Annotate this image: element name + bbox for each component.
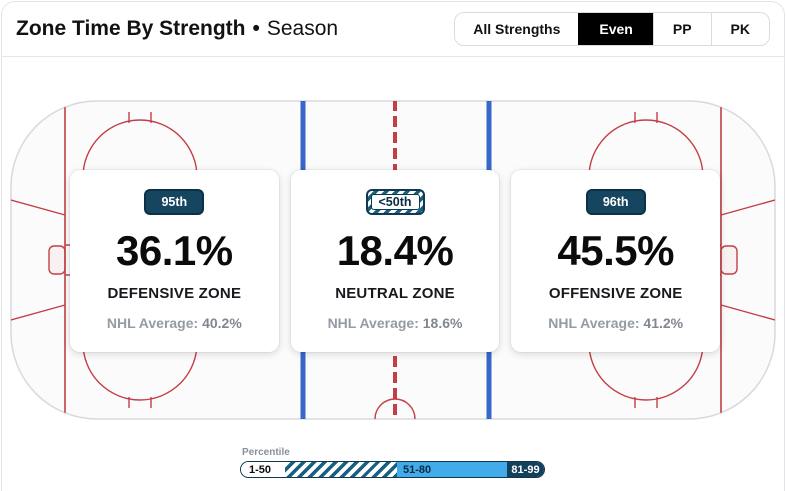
- neutral-zone-value: 18.4%: [336, 227, 454, 274]
- widget-header: Zone Time By Strength • Season All Strengt…: [1, 1, 785, 57]
- defensive-zone-nhl-average: NHL Average: 40.2%: [70, 315, 279, 331]
- percentile-badge-defensive: 95th: [144, 189, 205, 215]
- avg-label: NHL Average:: [327, 315, 419, 331]
- offensive-zone-nhl-average: NHL Average: 41.2%: [511, 315, 720, 331]
- goal-frame-right: [720, 245, 738, 275]
- offensive-zone-label: OFFENSIVE ZONE: [548, 285, 683, 302]
- legend-segment-1-50: 1-50: [241, 462, 285, 477]
- neutral-zone-nhl-average: NHL Average: 18.6%: [291, 315, 500, 331]
- offensive-zone-value: 45.5%: [557, 227, 674, 274]
- title-season: Season: [266, 16, 339, 40]
- legend-segment-hatch: [285, 462, 397, 477]
- tab-pp[interactable]: PP: [652, 12, 711, 45]
- defensive-zone-card: 95th 36.1% DEFENSIVE ZONE NHL Average: 4…: [70, 170, 279, 352]
- defensive-zone-label: DEFENSIVE ZONE: [107, 285, 242, 302]
- percentile-badge-neutral-label: <50th: [370, 194, 420, 210]
- percentile-badge-neutral: <50th: [365, 189, 425, 215]
- zone-cards-row: 95th 36.1% DEFENSIVE ZONE NHL Average: 4…: [70, 170, 721, 352]
- tab-even[interactable]: Even: [578, 12, 653, 45]
- legend-segment-81-99: 81-99: [507, 462, 544, 477]
- legend-segment-51-80: 51-80: [397, 462, 507, 477]
- percentile-legend-bar: 1-50 51-80 81-99: [240, 461, 545, 478]
- defensive-zone-value: 36.1%: [116, 227, 233, 274]
- page-title: Zone Time By Strength • Season: [16, 17, 338, 41]
- percentile-badge-offensive: 96th: [585, 189, 646, 215]
- percentile-legend: Percentile 1-50 51-80 81-99: [240, 447, 545, 478]
- tab-pk[interactable]: PK: [710, 12, 769, 45]
- title-separator: •: [252, 16, 260, 40]
- avg-value: 41.2%: [643, 315, 684, 331]
- offensive-zone-card: 96th 45.5% OFFENSIVE ZONE NHL Average: 4…: [511, 170, 721, 352]
- avg-label: NHL Average:: [548, 315, 640, 331]
- goalie-trapezoid-lines: [11, 199, 775, 321]
- neutral-zone-label: NEUTRAL ZONE: [335, 285, 455, 302]
- avg-label: NHL Average:: [106, 315, 199, 331]
- neutral-zone-card: <50th 18.4% NEUTRAL ZONE NHL Average: 18…: [290, 170, 500, 352]
- avg-value: 18.6%: [422, 315, 463, 331]
- avg-value: 40.2%: [202, 315, 242, 331]
- percentile-legend-title: Percentile: [242, 447, 290, 458]
- referee-crease: [374, 398, 416, 419]
- strength-tab-group: All Strengths Even PP PK: [454, 11, 770, 46]
- tab-all-strengths[interactable]: All Strengths: [455, 12, 579, 45]
- title-main: Zone Time By Strength: [16, 16, 246, 40]
- goal-frame-left: [48, 245, 66, 275]
